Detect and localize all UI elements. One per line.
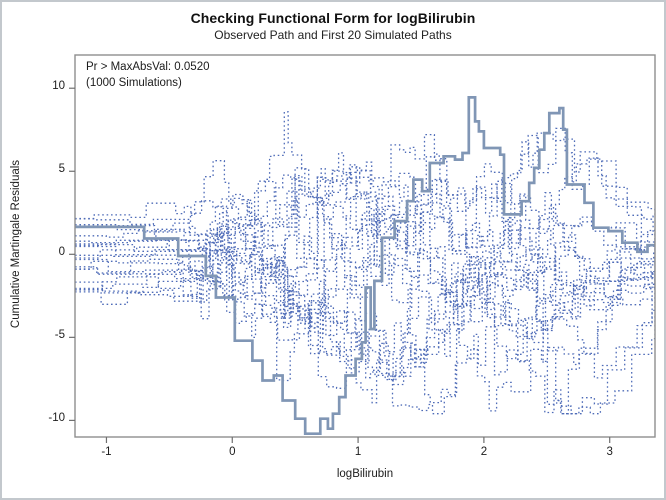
simulated-path — [75, 211, 655, 415]
observed-path — [75, 96, 655, 436]
simulated-path — [75, 158, 655, 386]
x-tick-label: 2 — [480, 446, 488, 458]
y-tick-label: -10 — [48, 412, 65, 425]
y-axis-title: Cumulative Martingale Residuals — [10, 159, 22, 329]
y-tick-label: 0 — [58, 246, 65, 259]
x-axis-title: logBilirubin — [336, 468, 394, 480]
y-tick-label: -5 — [54, 329, 65, 342]
simulated-path — [75, 111, 655, 366]
x-tick-label: 3 — [606, 446, 613, 458]
simulated-path — [75, 199, 655, 381]
simulated-path — [75, 132, 655, 305]
chart-subtitle: Observed Path and First 20 Simulated Pat… — [214, 28, 452, 42]
simulated-path — [75, 218, 655, 415]
simulated-path — [75, 133, 655, 288]
simulated-path — [75, 249, 655, 334]
y-tick-label: 5 — [58, 163, 65, 176]
chart-title: Checking Functional Form for logBilirubi… — [190, 10, 476, 26]
simulated-path — [75, 152, 655, 285]
simulated-path — [75, 195, 655, 314]
simulated-path — [75, 177, 655, 322]
simulated-path — [75, 228, 655, 389]
simulated-path — [75, 164, 655, 332]
x-tick-label: 1 — [354, 446, 362, 458]
x-tick-label: 0 — [229, 446, 236, 458]
plot-frame — [74, 54, 656, 438]
inset-simulation-count: (1000 Simulations) — [86, 77, 182, 89]
inset-pr-maxabsval: Pr > MaxAbsVal: 0.0520 — [86, 61, 210, 73]
y-tick-label: 10 — [52, 80, 65, 93]
x-tick-label: -1 — [101, 446, 112, 458]
simulated-path — [75, 201, 655, 404]
simulated-path — [75, 167, 655, 299]
inset-stat-box: Pr > MaxAbsVal: 0.0520 (1000 Simulations… — [86, 59, 209, 91]
